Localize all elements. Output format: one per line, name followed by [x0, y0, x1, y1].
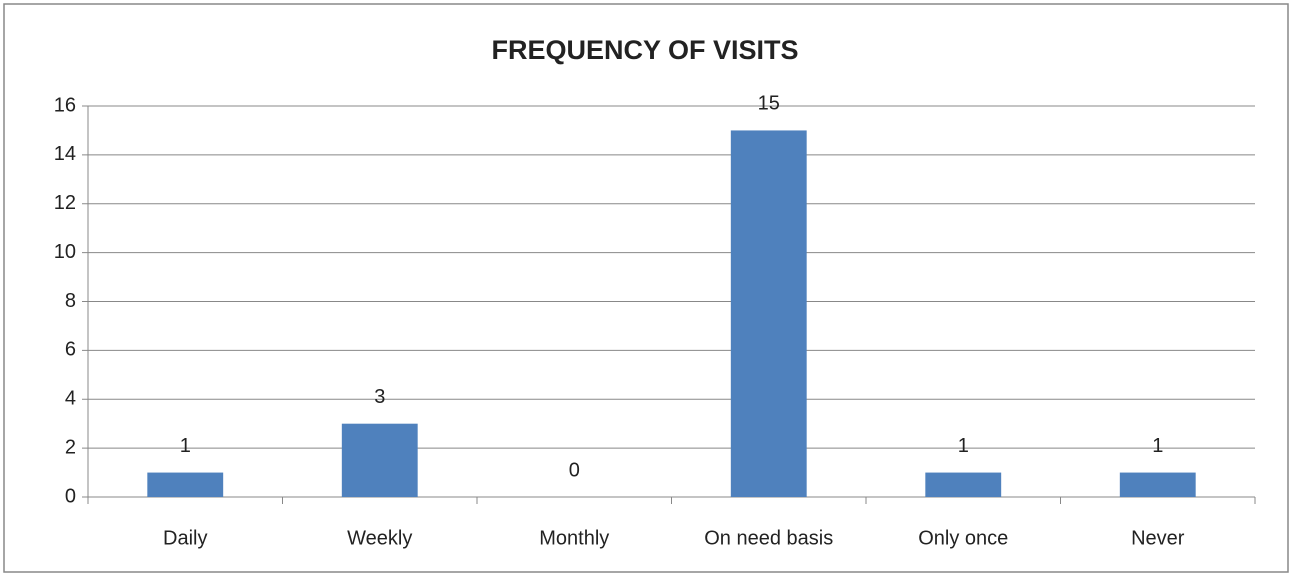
data-label: 1 — [1152, 435, 1163, 457]
bar — [1119, 472, 1196, 497]
y-tick-label: 16 — [54, 94, 76, 116]
data-label: 1 — [180, 435, 191, 457]
y-tick-label: 6 — [65, 339, 76, 361]
bar — [147, 472, 224, 497]
x-tick-label: Weekly — [347, 527, 412, 549]
y-tick-label: 2 — [65, 436, 76, 458]
data-label: 0 — [569, 459, 580, 481]
x-tick-label: Never — [1131, 527, 1185, 549]
data-label: 15 — [758, 93, 780, 115]
y-tick-label: 12 — [54, 192, 76, 214]
y-tick-label: 4 — [65, 388, 76, 410]
bar — [730, 130, 807, 497]
data-label: 3 — [374, 386, 385, 408]
chart-title: FREQUENCY OF VISITS — [491, 35, 798, 65]
bar — [341, 423, 418, 497]
bar — [925, 472, 1002, 497]
x-tick-label: Daily — [163, 527, 207, 549]
y-tick-label: 10 — [54, 241, 76, 263]
y-tick-label: 8 — [65, 290, 76, 312]
data-label: 1 — [958, 435, 969, 457]
x-tick-label: On need basis — [704, 527, 833, 549]
y-tick-label: 14 — [54, 143, 76, 165]
x-tick-label: Monthly — [539, 527, 609, 549]
x-tick-label: Only once — [918, 527, 1008, 549]
y-tick-label: 0 — [65, 485, 76, 507]
